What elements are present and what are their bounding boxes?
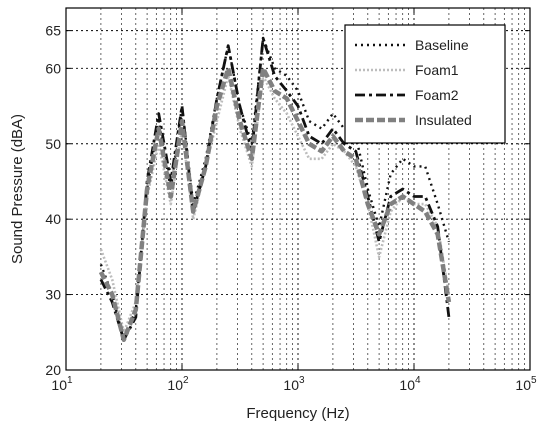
x-tick-base: 10 (167, 377, 183, 393)
x-tick-label: 103 (283, 375, 305, 393)
y-tick-label: 60 (45, 60, 61, 76)
legend-box (344, 24, 506, 144)
x-tick-label: 101 (51, 375, 73, 393)
x-tick-exponent: 2 (183, 375, 189, 386)
y-tick-label: 30 (45, 287, 61, 303)
series-line-foam2 (99, 36, 451, 342)
x-tick-base: 10 (51, 377, 67, 393)
x-tick-base: 10 (515, 377, 531, 393)
series-line-foam1 (99, 74, 451, 334)
x-axis-label: Frequency (Hz) (246, 405, 349, 422)
x-tick-exponent: 1 (67, 375, 73, 386)
legend: Baseline Foam1 Foam2 Insulated (344, 24, 506, 144)
legend-label: Foam1 (415, 62, 459, 78)
x-tick-exponent: 3 (299, 375, 305, 386)
y-tick-label: 40 (45, 211, 61, 227)
y-tick-label: 65 (45, 23, 61, 39)
legend-label: Baseline (415, 37, 469, 53)
x-tick-base: 10 (399, 377, 415, 393)
series-group (98, 36, 452, 343)
x-tick-base: 10 (283, 377, 299, 393)
x-tick-exponent: 5 (531, 375, 537, 386)
x-tick-label: 102 (167, 375, 189, 393)
legend-label: Insulated (415, 112, 472, 128)
legend-label: Foam2 (415, 87, 459, 103)
x-tick-exponent: 4 (415, 375, 421, 386)
y-axis-label: Sound Pressure (dBA) (9, 114, 26, 264)
y-tick-label: 20 (45, 362, 61, 378)
x-tick-label: 104 (399, 375, 421, 393)
x-tick-label: 105 (515, 375, 537, 393)
series-line-insulated (98, 66, 452, 343)
y-tick-label: 50 (45, 136, 61, 152)
